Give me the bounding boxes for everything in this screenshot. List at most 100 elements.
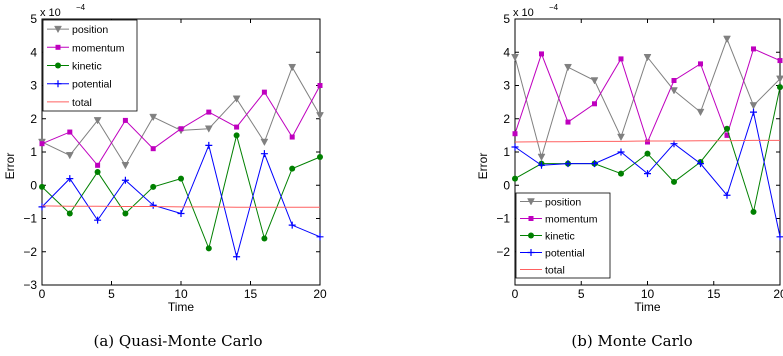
data-point-momentum: [67, 129, 73, 135]
data-point-position: [723, 35, 731, 43]
data-point-potential: [94, 216, 102, 224]
y-axis-label: Error: [3, 153, 17, 180]
series-kinetic: [39, 132, 323, 252]
x-tick-label: 5: [108, 287, 115, 301]
axis-scale-factor: x 10: [40, 7, 61, 19]
y-tick-label: −3: [23, 278, 37, 292]
legend-marker-position: [54, 25, 62, 34]
x-tick-label: 20: [313, 287, 327, 301]
axis-scale-exponent: −4: [76, 3, 86, 12]
data-point-position: [316, 112, 324, 120]
legend-label-momentum: momentum: [545, 214, 598, 226]
data-point-position: [204, 125, 213, 133]
x-axis-label: Time: [634, 300, 661, 314]
x-tick-label: 5: [578, 287, 585, 301]
series-line-total: [514, 139, 780, 143]
data-point-momentum: [724, 132, 730, 138]
data-point-momentum: [777, 58, 783, 64]
y-axis-label: Error: [476, 153, 490, 180]
legend-label-position: position: [545, 197, 581, 209]
series-potential: [511, 108, 783, 241]
data-point-momentum: [671, 78, 677, 84]
data-point-kinetic: [750, 208, 757, 215]
data-point-potential: [697, 160, 704, 168]
x-tick-label: 0: [39, 287, 46, 301]
data-point-position: [696, 108, 705, 117]
legend-label-kinetic: kinetic: [545, 231, 575, 243]
data-point-position: [232, 95, 241, 103]
data-point-momentum: [512, 131, 518, 137]
x-tick-label: 0: [512, 287, 519, 301]
data-point-momentum: [234, 124, 240, 130]
series-momentum: [39, 83, 323, 168]
data-point-kinetic: [66, 210, 73, 217]
data-point-kinetic: [150, 183, 157, 190]
data-point-potential: [750, 108, 757, 116]
data-point-potential: [723, 191, 731, 199]
data-point-momentum: [122, 117, 128, 123]
y-tick-label: 5: [30, 12, 37, 26]
x-tick-label: 15: [707, 287, 721, 301]
data-point-momentum: [751, 46, 756, 52]
legend-label-position: position: [72, 24, 108, 36]
data-point-potential: [776, 233, 783, 241]
series-line-total: [41, 205, 320, 208]
legend-marker-position: [527, 198, 535, 206]
data-point-position: [288, 63, 297, 72]
data-point-kinetic: [94, 168, 101, 175]
data-point-kinetic: [618, 170, 624, 177]
data-point-position: [749, 102, 758, 110]
data-point-position: [93, 117, 102, 125]
legend-marker-kinetic: [528, 232, 534, 239]
data-point-position: [537, 153, 546, 162]
series-position: [511, 35, 783, 162]
data-point-potential: [38, 203, 46, 211]
y-tick-label: 4: [30, 45, 37, 59]
data-point-kinetic: [671, 178, 677, 185]
x-tick-label: 10: [641, 287, 655, 301]
series-momentum: [512, 46, 783, 145]
data-point-momentum: [178, 126, 184, 132]
data-point-momentum: [698, 61, 703, 67]
y-tick-label: 1: [503, 145, 510, 159]
axis-scale-factor: x 10: [513, 7, 534, 19]
data-point-potential: [66, 175, 74, 183]
legend-label-potential: potential: [72, 79, 112, 91]
data-point-momentum: [618, 56, 624, 62]
data-point-position: [121, 162, 130, 170]
legend: position momentum kinetic potential total: [42, 19, 138, 112]
data-point-position: [149, 113, 158, 122]
data-point-position: [65, 152, 74, 160]
data-point-position: [617, 133, 625, 142]
legend-label-potential: potential: [545, 248, 585, 260]
axis-scale-exponent: −4: [549, 3, 559, 12]
data-point-potential: [644, 170, 651, 178]
data-point-potential: [149, 201, 157, 209]
data-point-kinetic: [39, 183, 45, 190]
x-tick-label: 10: [174, 287, 188, 301]
data-point-potential: [316, 233, 324, 241]
data-point-momentum: [206, 109, 212, 115]
y-tick-label: 3: [503, 79, 510, 93]
series-total: [41, 205, 320, 208]
legend-marker-potential: [527, 249, 535, 256]
y-tick-label: 2: [30, 112, 37, 126]
data-point-potential: [564, 160, 572, 168]
data-point-kinetic: [122, 210, 129, 217]
data-point-kinetic: [178, 175, 184, 182]
data-point-kinetic: [289, 165, 296, 172]
legend-label-total: total: [545, 265, 565, 277]
data-point-potential: [617, 148, 625, 156]
data-point-potential: [511, 143, 519, 151]
legend-label-kinetic: kinetic: [72, 61, 102, 73]
data-point-momentum: [645, 139, 650, 145]
data-point-momentum: [95, 162, 101, 168]
legend-marker-kinetic: [55, 62, 61, 69]
x-axis-label: Time: [168, 300, 195, 314]
x-tick-label: 20: [773, 287, 783, 301]
data-point-potential: [288, 221, 296, 229]
data-point-kinetic: [261, 235, 268, 242]
y-tick-label: 4: [503, 45, 510, 59]
